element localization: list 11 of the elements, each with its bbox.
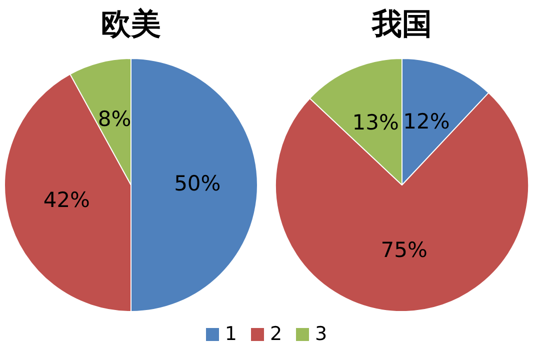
data-label: 12%	[403, 110, 450, 134]
data-label: 75%	[380, 238, 428, 262]
legend-label: 3	[315, 323, 328, 345]
data-label: 13%	[352, 110, 399, 135]
data-label: 42%	[43, 188, 90, 212]
data-label: 8%	[98, 107, 132, 132]
data-label: 50%	[174, 171, 221, 196]
chart-title: 欧美	[101, 6, 161, 42]
legend-label: 2	[270, 323, 282, 345]
legend-label: 1	[224, 323, 237, 345]
chart-title: 我国	[371, 6, 432, 42]
